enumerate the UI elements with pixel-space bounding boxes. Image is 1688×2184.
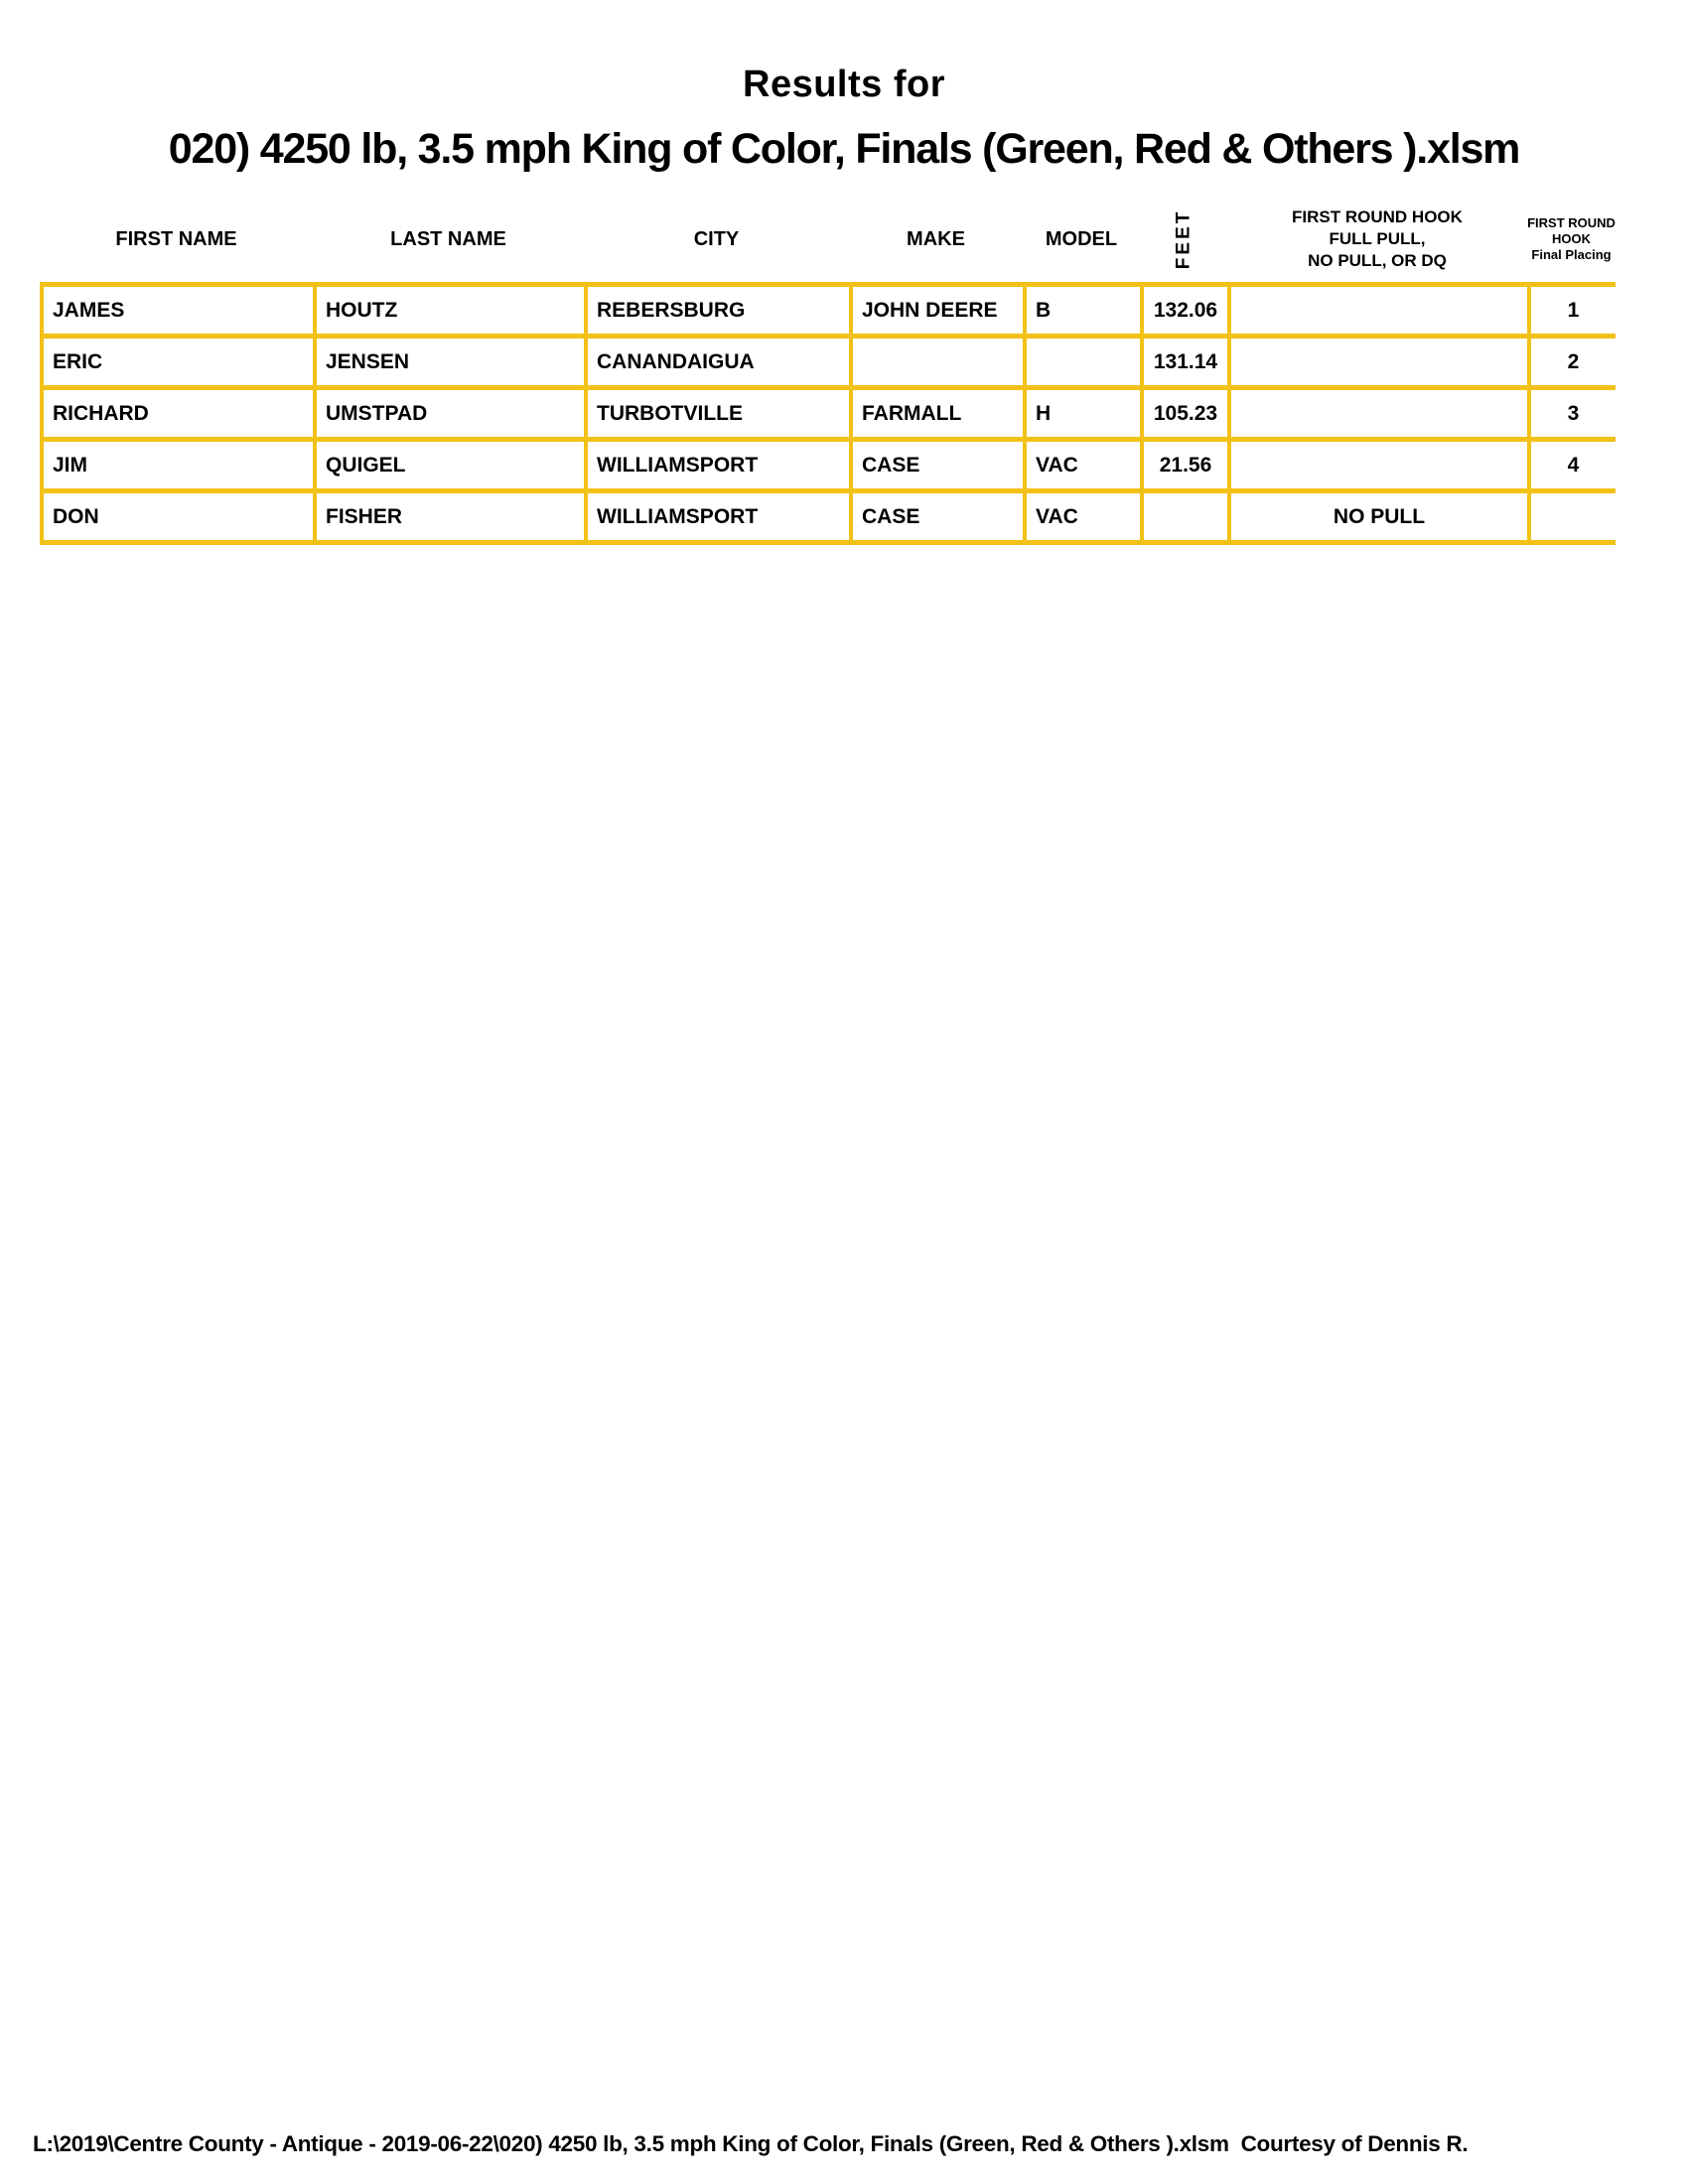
print-footer: L:\2019\Centre County - Antique - 2019-0…: [33, 2067, 1651, 2184]
cell-feet: 21.56: [1140, 437, 1227, 488]
cell-final-placing: 3: [1527, 385, 1616, 437]
cell-feet: 132.06: [1140, 282, 1227, 334]
cell-feet: 105.23: [1140, 385, 1227, 437]
cell-model: VAC: [1023, 488, 1140, 540]
cell-make: CASE: [849, 488, 1023, 540]
column-header-first-name: FIRST NAME: [115, 227, 237, 250]
cell-hook-result: NO PULL: [1227, 488, 1527, 540]
footer-file-path: L:\2019\Centre County - Antique - 2019-0…: [33, 2131, 1469, 2156]
cell-model: VAC: [1023, 437, 1140, 488]
cell-make: FARMALL: [849, 385, 1023, 437]
cell-first-name: JIM: [40, 437, 313, 488]
cell-hook-result: [1227, 385, 1527, 437]
cell-feet: 131.14: [1140, 334, 1227, 385]
cell-hook-result: [1227, 437, 1527, 488]
cell-city: REBERSBURG: [584, 282, 849, 334]
cell-model: [1023, 334, 1140, 385]
cell-city: CANANDAIGUA: [584, 334, 849, 385]
cell-first-name: DON: [40, 488, 313, 540]
cell-final-placing: [1527, 488, 1616, 540]
feet-rotated-label: FEET: [1173, 208, 1195, 270]
cell-last-name: HOUTZ: [313, 282, 584, 334]
column-header-make: MAKE: [907, 227, 965, 250]
table-header-row: FIRST NAME LAST NAME CITY MAKE MODEL FEE…: [40, 197, 1616, 282]
cell-make: JOHN DEERE: [849, 282, 1023, 334]
cell-final-placing: 1: [1527, 282, 1616, 334]
column-header-first-round-hook-result: FIRST ROUND HOOK FULL PULL, NO PULL, OR …: [1292, 207, 1463, 270]
cell-last-name: UMSTPAD: [313, 385, 584, 437]
cell-city: WILLIAMSPORT: [584, 437, 849, 488]
cell-final-placing: 4: [1527, 437, 1616, 488]
column-header-city: CITY: [693, 227, 740, 250]
cell-model: B: [1023, 282, 1140, 334]
cell-hook-result: [1227, 334, 1527, 385]
table-row: JIM QUIGEL WILLIAMSPORT CASE VAC 21.56 4: [40, 437, 1616, 488]
cell-last-name: QUIGEL: [313, 437, 584, 488]
cell-make: CASE: [849, 437, 1023, 488]
cell-final-placing: 2: [1527, 334, 1616, 385]
cell-city: WILLIAMSPORT: [584, 488, 849, 540]
cell-make: [849, 334, 1023, 385]
table-row: ERIC JENSEN CANANDAIGUA 131.14 2: [40, 334, 1616, 385]
results-table: JAMES HOUTZ REBERSBURG JOHN DEERE B 132.…: [40, 282, 1616, 545]
table-row: JAMES HOUTZ REBERSBURG JOHN DEERE B 132.…: [40, 282, 1616, 334]
file-title: 020) 4250 lb, 3.5 mph King of Color, Fin…: [168, 125, 1521, 173]
table-row: DON FISHER WILLIAMSPORT CASE VAC NO PULL: [40, 488, 1616, 540]
page-title: Results for: [743, 64, 945, 105]
cell-first-name: ERIC: [40, 334, 313, 385]
cell-hook-result: [1227, 282, 1527, 334]
column-header-last-name: LAST NAME: [390, 227, 506, 250]
cell-last-name: JENSEN: [313, 334, 584, 385]
column-header-feet: FEET: [1140, 209, 1227, 270]
table-row: RICHARD UMSTPAD TURBOTVILLE FARMALL H 10…: [40, 385, 1616, 437]
cell-first-name: JAMES: [40, 282, 313, 334]
cell-feet: [1140, 488, 1227, 540]
cell-city: TURBOTVILLE: [584, 385, 849, 437]
column-header-final-placing: FIRST ROUND HOOK Final Placing: [1527, 215, 1616, 262]
cell-last-name: FISHER: [313, 488, 584, 540]
column-header-model: MODEL: [1045, 227, 1118, 250]
cell-model: H: [1023, 385, 1140, 437]
cell-first-name: RICHARD: [40, 385, 313, 437]
